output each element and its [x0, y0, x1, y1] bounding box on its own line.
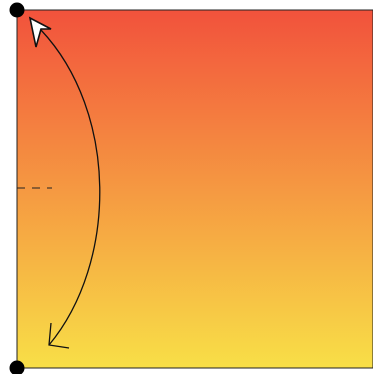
corner-dot-icon [9, 360, 25, 374]
gradient-panel [16, 9, 373, 369]
corner-dot-icon [9, 2, 25, 18]
arrowhead-icon [28, 16, 52, 48]
curved-arrow [40, 29, 101, 346]
chevron-icon [48, 322, 70, 349]
